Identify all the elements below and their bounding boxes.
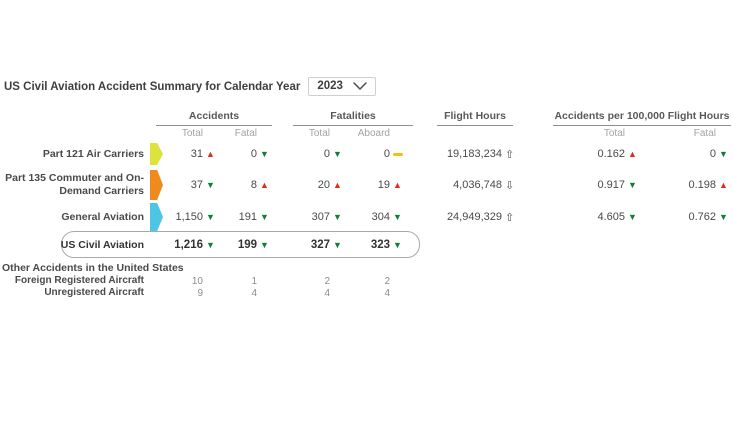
trend-down-icon [628, 179, 640, 191]
accidents-total-cell: 10 [191, 275, 203, 287]
flight-hours-cell: 24,949,329 [405, 211, 517, 223]
year-dropdown-value: 2023 [317, 80, 343, 92]
chevron-down-icon [353, 82, 367, 90]
row-marker [150, 143, 163, 165]
table-row-part-135: Part 135 Commuter and On-Demand Carriers… [0, 167, 733, 203]
fatalities-aboard-cell: 0 [345, 148, 405, 160]
table-row-general-aviation: General Aviation 1,150 191 307 304 24,94… [0, 203, 733, 231]
fatalities-total-cell: 0 [272, 148, 345, 160]
column-group-header-row: Accidents Fatalities Flight Hours Accide… [0, 108, 733, 126]
row-marker [150, 170, 163, 200]
subheader-accidents-total: Total [181, 128, 203, 139]
accidents-fatal-cell: 4 [251, 287, 257, 299]
summary-outline-box [61, 231, 420, 258]
subheader-per100k-fatal: Fatal [693, 128, 716, 139]
column-group-fatalities: Fatalities [293, 110, 413, 126]
trend-down-icon [260, 148, 272, 160]
fatalities-total-cell: 327 [272, 239, 345, 251]
per100k-fatal-cell: 0.198 [640, 179, 731, 191]
row-label: Foreign Registered Aircraft [14, 275, 144, 286]
fatalities-aboard-cell: 323 [345, 239, 405, 251]
subheader-per100k-total: Total [603, 128, 625, 139]
fatalities-aboard-cell: 304 [345, 211, 405, 223]
per100k-total-cell: 4.605 [517, 211, 640, 223]
accidents-fatal-cell: 191 [218, 211, 272, 223]
table-row-foreign-registered: Foreign Registered Aircraft 10 1 2 2 [0, 275, 733, 287]
fatalities-aboard-cell: 4 [384, 287, 390, 299]
trend-down-icon [333, 239, 345, 251]
accidents-fatal-cell: 199 [218, 239, 272, 251]
row-label: Part 135 Commuter and On-Demand Carriers [5, 172, 144, 197]
fatalities-total-cell: 307 [272, 211, 345, 223]
per100k-total-cell: 0.917 [517, 179, 640, 191]
fatalities-total-cell: 4 [324, 287, 330, 299]
trend-up-icon [719, 179, 731, 191]
other-accidents-section: Other Accidents in the United States For… [0, 262, 733, 299]
accidents-total-cell: 1,216 [168, 239, 218, 251]
trend-down-icon [628, 211, 640, 223]
trend-up-icon [628, 148, 640, 160]
per100k-total-cell: 0.162 [517, 148, 640, 160]
row-marker [150, 203, 163, 231]
trend-down-icon [260, 239, 272, 251]
trend-down-icon [333, 211, 345, 223]
accidents-fatal-cell: 1 [251, 275, 257, 287]
title-bar: US Civil Aviation Accident Summary for C… [4, 77, 376, 96]
accidents-total-cell: 31 [168, 148, 218, 160]
accidents-total-cell: 9 [197, 287, 203, 299]
accidents-total-cell: 37 [168, 179, 218, 191]
table-row-part-121: Part 121 Air Carriers 31 0 0 0 19,183,23… [0, 141, 733, 167]
row-label: Part 121 Air Carriers [42, 147, 144, 160]
flight-hours-cell: 4,036,748 [405, 179, 517, 191]
subheader-fatalities-total: Total [308, 128, 330, 139]
fatalities-total-cell: 2 [324, 275, 330, 287]
trend-down-icon [206, 179, 218, 191]
trend-hours-down-icon [505, 179, 517, 191]
column-group-accidents: Accidents [156, 110, 272, 126]
per100k-fatal-cell: 0 [640, 148, 731, 160]
trend-down-icon [206, 239, 218, 251]
trend-down-icon [393, 239, 405, 251]
page-title: US Civil Aviation Accident Summary for C… [4, 80, 301, 93]
table-row-unregistered: Unregistered Aircraft 9 4 4 4 [0, 287, 733, 299]
fatalities-aboard-cell: 19 [345, 179, 405, 191]
flight-hours-cell: 19,183,234 [405, 148, 517, 160]
trend-down-icon [719, 148, 731, 160]
per100k-fatal-cell: 0.762 [640, 211, 731, 223]
column-group-per-100k: Accidents per 100,000 Flight Hours [553, 110, 731, 126]
trend-up-icon [260, 179, 272, 191]
sub-header-row: Total Fatal Total Aboard Total Fatal [0, 126, 733, 141]
fatalities-total-cell: 20 [272, 179, 345, 191]
trend-down-icon [206, 211, 218, 223]
year-dropdown[interactable]: 2023 [308, 77, 376, 96]
accidents-fatal-cell: 0 [218, 148, 272, 160]
accidents-total-cell: 1,150 [168, 211, 218, 223]
fatalities-aboard-cell: 2 [384, 275, 390, 287]
trend-hours-up-icon [505, 148, 517, 160]
trend-hours-up-icon [505, 211, 517, 223]
trend-down-icon [260, 211, 272, 223]
other-accidents-heading: Other Accidents in the United States [2, 262, 184, 274]
us-civil-aviation-summary: US Civil Aviation 1,216 199 327 323 [0, 231, 733, 259]
trend-up-icon [206, 148, 218, 160]
trend-up-icon [393, 179, 405, 191]
row-label: US Civil Aviation [60, 238, 144, 251]
trend-flat-icon [393, 148, 405, 160]
summary-table: Accidents Fatalities Flight Hours Accide… [0, 108, 733, 299]
trend-down-icon [719, 211, 731, 223]
subheader-accidents-fatal: Fatal [234, 128, 257, 139]
trend-down-icon [393, 211, 405, 223]
column-group-flight-hours: Flight Hours [437, 110, 513, 126]
trend-down-icon [333, 148, 345, 160]
accidents-fatal-cell: 8 [218, 179, 272, 191]
table-row-us-civil-aviation: US Civil Aviation 1,216 199 327 323 [0, 231, 733, 259]
subheader-fatalities-aboard: Aboard [357, 128, 390, 139]
row-label: Unregistered Aircraft [44, 287, 144, 298]
trend-up-icon [333, 179, 345, 191]
row-label: General Aviation [61, 210, 144, 223]
